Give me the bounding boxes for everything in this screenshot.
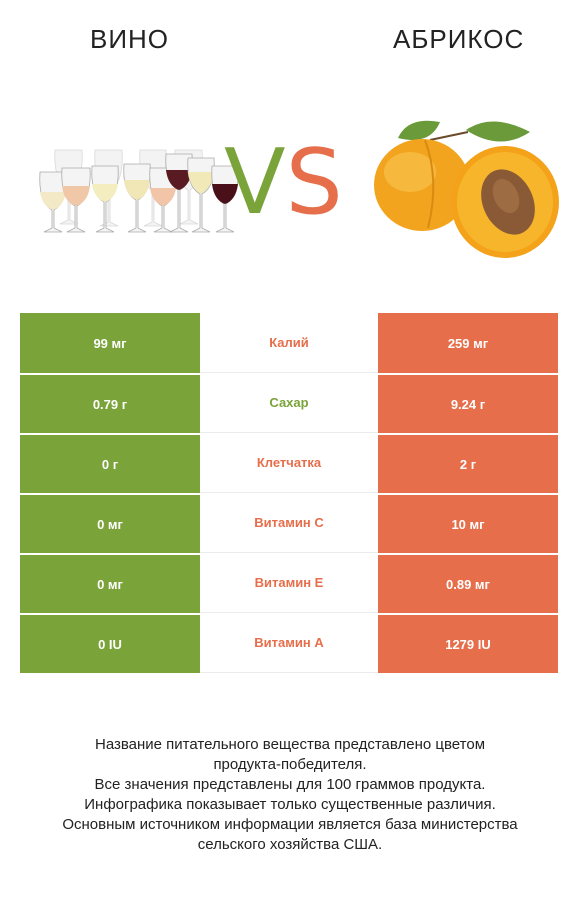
wine-glasses-image [39, 149, 239, 233]
left-value: 99 мг [20, 313, 200, 373]
footer-line: Инфографика показывает только существенн… [84, 796, 496, 813]
nutrient-name: Витамин E [200, 553, 378, 613]
comparison-table: 99 мг Калий 259 мг 0.79 г Сахар 9.24 г 0… [20, 313, 558, 673]
right-value: 2 г [378, 433, 558, 493]
footer-line: Название питательного вещества представл… [94, 736, 486, 753]
table-row: 0.79 г Сахар 9.24 г [20, 373, 558, 433]
nutrient-name: Витамин A [200, 613, 378, 673]
right-value: 1279 IU [378, 613, 558, 673]
nutrient-name: Клетчатка [200, 433, 378, 493]
right-value: 259 мг [378, 313, 558, 373]
nutrient-name: Витамин C [200, 493, 378, 553]
table-row: 0 г Клетчатка 2 г [20, 433, 558, 493]
table-row: 0 мг Витамин C 10 мг [20, 493, 558, 553]
right-value: 9.24 г [378, 373, 558, 433]
left-value: 0 мг [20, 493, 200, 553]
left-value: 0.79 г [20, 373, 200, 433]
hero-illustrations [39, 120, 559, 258]
apricot-image [374, 120, 559, 258]
table-row: 0 мг Витамин E 0.89 мг [20, 553, 558, 613]
vs-letter-v: V [224, 130, 286, 235]
right-value: 10 мг [378, 493, 558, 553]
right-product-title: АБРИКОС [393, 24, 525, 54]
footer-line: Основным источником информации является … [62, 816, 518, 833]
footer-line: продукта-победителя. [213, 756, 367, 773]
left-value: 0 мг [20, 553, 200, 613]
left-product-title: ВИНО [90, 24, 170, 54]
table-row: 99 мг Калий 259 мг [20, 313, 558, 373]
table-row: 0 IU Витамин A 1279 IU [20, 613, 558, 673]
left-value: 0 г [20, 433, 200, 493]
footer-line: Все значения представлены для 100 граммо… [94, 776, 486, 793]
vs-logo: VS [224, 138, 343, 228]
footer-notes: Название питательного вещества представл… [20, 735, 560, 855]
footer-line: сельского хозяйства США. [197, 836, 383, 853]
nutrient-name: Калий [200, 313, 378, 373]
right-value: 0.89 мг [378, 553, 558, 613]
left-value: 0 IU [20, 613, 200, 673]
vs-letter-s: S [285, 130, 343, 235]
nutrient-name: Сахар [200, 373, 378, 433]
